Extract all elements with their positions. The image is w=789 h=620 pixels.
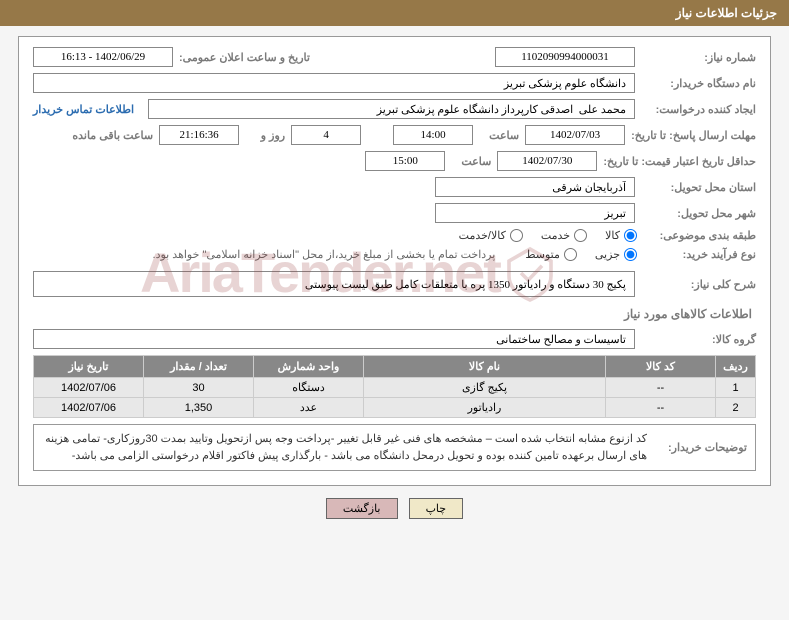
- cell-unit: دستگاه: [254, 378, 364, 398]
- table-row: 2 -- رادیاتور عدد 1,350 1402/07/06: [34, 398, 756, 418]
- cell-name: پکیج گازی: [364, 378, 606, 398]
- class-goods-text: کالا: [605, 229, 620, 242]
- deadline-label: مهلت ارسال پاسخ: تا تاریخ:: [631, 129, 756, 142]
- class-goods-radio[interactable]: [624, 229, 637, 242]
- days-left-input[interactable]: [291, 125, 361, 145]
- creator-input[interactable]: [148, 99, 635, 119]
- class-label: طبقه بندی موضوعی:: [641, 229, 756, 242]
- group-label: گروه کالا:: [641, 333, 756, 346]
- class-both-text: کالا/خدمت: [459, 229, 506, 242]
- cell-idx: 2: [716, 398, 756, 418]
- buyer-notes-box: توضیحات خریدار: کد ازنوع مشابه انتخاب شد…: [33, 424, 756, 471]
- th-qty: تعداد / مقدار: [144, 356, 254, 378]
- buyer-org-label: نام دستگاه خریدار:: [641, 77, 756, 90]
- cell-qty: 1,350: [144, 398, 254, 418]
- city-label: شهر محل تحویل:: [641, 207, 756, 220]
- cell-name: رادیاتور: [364, 398, 606, 418]
- proc-minor-radio[interactable]: [624, 248, 637, 261]
- deadline-time-input[interactable]: [393, 125, 473, 145]
- announce-input[interactable]: [33, 47, 173, 67]
- deadline-date-input[interactable]: [525, 125, 625, 145]
- proc-medium-text: متوسط: [525, 248, 560, 261]
- province-label: استان محل تحویل:: [641, 181, 756, 194]
- need-no-label: شماره نیاز:: [641, 51, 756, 64]
- need-no-input[interactable]: [495, 47, 635, 67]
- table-row: 1 -- پکیج گازی دستگاه 30 1402/07/06: [34, 378, 756, 398]
- details-panel: شماره نیاز: تاریخ و ساعت اعلان عمومی: نا…: [18, 36, 771, 486]
- page-title: جزئیات اطلاعات نیاز: [676, 6, 777, 20]
- contact-link[interactable]: اطلاعات تماس خریدار: [33, 103, 134, 116]
- creator-label: ایجاد کننده درخواست:: [641, 103, 756, 116]
- th-name: نام کالا: [364, 356, 606, 378]
- remain-label: ساعت باقی مانده: [72, 129, 153, 142]
- print-button[interactable]: چاپ: [409, 498, 464, 519]
- time-label-2: ساعت: [451, 155, 491, 168]
- cell-date: 1402/07/06: [34, 378, 144, 398]
- minvalid-time-input[interactable]: [365, 151, 445, 171]
- city-input[interactable]: [435, 203, 635, 223]
- proc-label: نوع فرآیند خرید:: [641, 248, 756, 261]
- cell-code: --: [606, 378, 716, 398]
- th-date: تاریخ نیاز: [34, 356, 144, 378]
- class-both-radio[interactable]: [510, 229, 523, 242]
- proc-note: پرداخت تمام یا بخشی از مبلغ خرید،از محل …: [153, 248, 496, 261]
- minvalid-date-input[interactable]: [497, 151, 597, 171]
- group-input[interactable]: [33, 329, 635, 349]
- buyer-notes-text: کد ازنوع مشابه انتخاب شده است – مشخصه ها…: [42, 431, 647, 464]
- minvalid-label: حداقل تاریخ اعتبار قیمت: تا تاریخ:: [603, 155, 756, 168]
- province-input[interactable]: [435, 177, 635, 197]
- cell-idx: 1: [716, 378, 756, 398]
- cell-qty: 30: [144, 378, 254, 398]
- cell-date: 1402/07/06: [34, 398, 144, 418]
- th-idx: ردیف: [716, 356, 756, 378]
- items-section-title: اطلاعات کالاهای مورد نیاز: [37, 307, 752, 321]
- days-label: روز و: [245, 129, 285, 142]
- buyer-notes-label: توضیحات خریدار:: [647, 431, 747, 464]
- cell-unit: عدد: [254, 398, 364, 418]
- proc-minor-text: جزیی: [595, 248, 620, 261]
- time-label-1: ساعت: [479, 129, 519, 142]
- cell-code: --: [606, 398, 716, 418]
- back-button[interactable]: بازگشت: [326, 498, 398, 519]
- summary-input[interactable]: [33, 271, 635, 297]
- th-code: کد کالا: [606, 356, 716, 378]
- class-service-radio[interactable]: [574, 229, 587, 242]
- items-table: ردیف کد کالا نام کالا واحد شمارش تعداد /…: [33, 355, 756, 418]
- summary-label: شرح کلی نیاز:: [641, 278, 756, 291]
- proc-medium-radio[interactable]: [564, 248, 577, 261]
- class-service-text: خدمت: [541, 229, 570, 242]
- page-header: جزئیات اطلاعات نیاز: [0, 0, 789, 26]
- th-unit: واحد شمارش: [254, 356, 364, 378]
- time-left-input[interactable]: [159, 125, 239, 145]
- button-row: چاپ بازگشت: [0, 498, 789, 519]
- buyer-org-input[interactable]: [33, 73, 635, 93]
- announce-label: تاریخ و ساعت اعلان عمومی:: [179, 51, 310, 64]
